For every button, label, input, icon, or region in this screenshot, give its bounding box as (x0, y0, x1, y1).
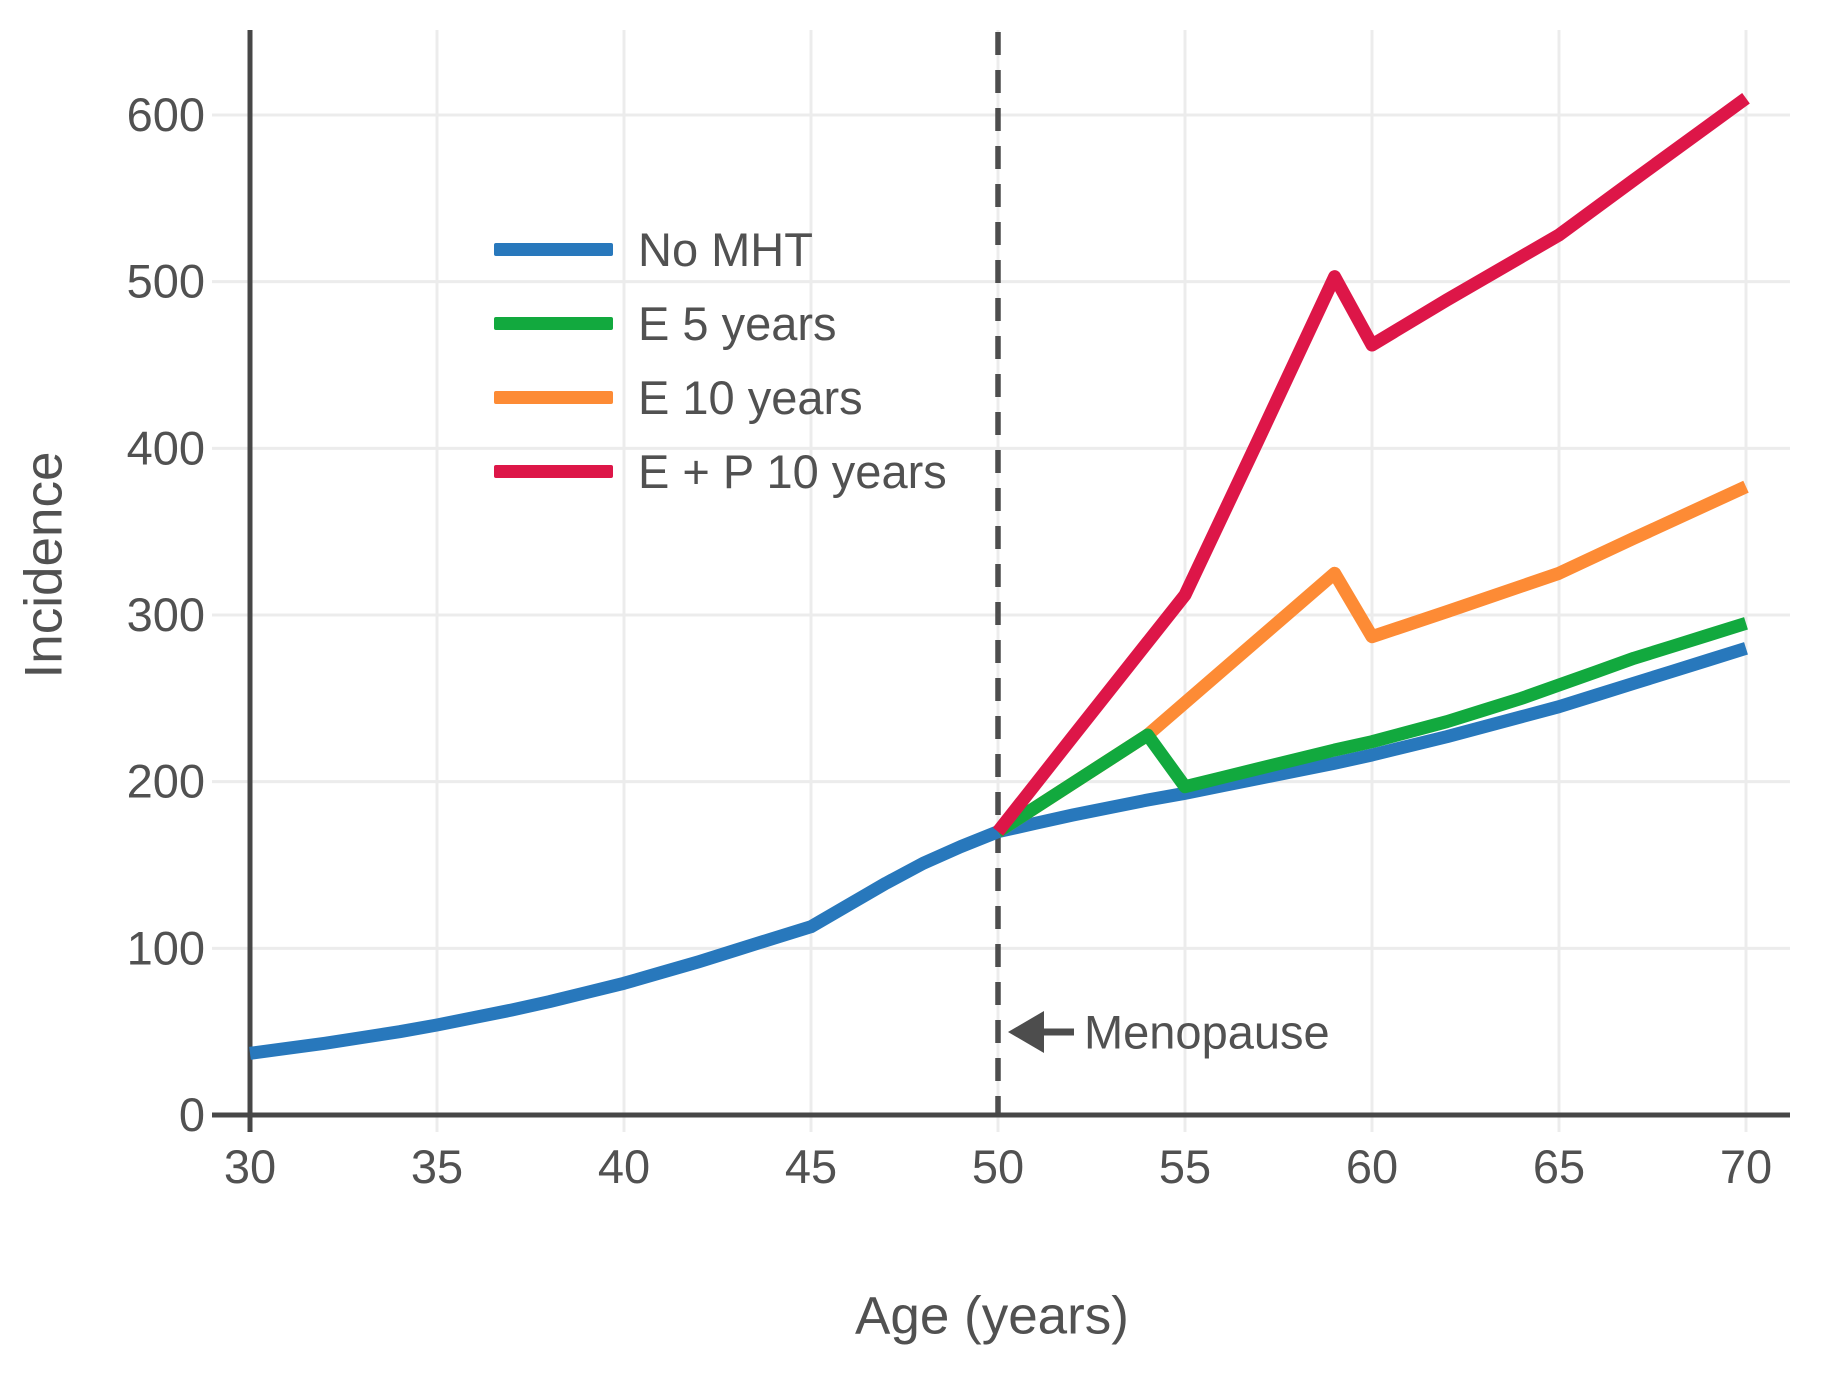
menopause-arrow-icon (1008, 1011, 1074, 1053)
legend-item-no-mht: No MHT (494, 212, 947, 286)
legend-item-e-5-years: E 5 years (494, 286, 947, 360)
svg-text:100: 100 (127, 921, 205, 974)
svg-text:400: 400 (127, 421, 205, 474)
legend-swatch-no-mht (494, 242, 613, 256)
legend-label-e-10-years: E 10 years (638, 370, 863, 424)
legend-label-e-p-10-years: E + P 10 years (638, 444, 947, 498)
svg-text:65: 65 (1533, 1140, 1585, 1193)
svg-text:60: 60 (1346, 1140, 1398, 1193)
svg-text:70: 70 (1720, 1140, 1772, 1193)
legend-label-e-5-years: E 5 years (638, 296, 837, 350)
svg-text:45: 45 (785, 1140, 837, 1193)
legend-swatch-e-p-10-years (494, 464, 613, 478)
legend: No MHT E 5 years E 10 years E + P 10 yea… (494, 212, 947, 508)
menopause-annotation-label: Menopause (1084, 1005, 1330, 1059)
legend-item-e-p-10-years: E + P 10 years (494, 434, 947, 508)
y-axis-title: Incidence (14, 451, 74, 679)
svg-text:300: 300 (127, 588, 205, 641)
x-axis-title: Age (years) (855, 1286, 1129, 1346)
legend-swatch-e-5-years (494, 316, 613, 330)
svg-text:30: 30 (224, 1140, 276, 1193)
svg-text:50: 50 (972, 1140, 1024, 1193)
svg-text:500: 500 (127, 255, 205, 308)
svg-text:55: 55 (1159, 1140, 1211, 1193)
svg-text:600: 600 (127, 88, 205, 141)
svg-text:40: 40 (598, 1140, 650, 1193)
svg-text:0: 0 (179, 1088, 205, 1141)
legend-swatch-e-10-years (494, 390, 613, 404)
svg-text:200: 200 (127, 755, 205, 808)
legend-label-no-mht: No MHT (638, 222, 813, 276)
svg-text:35: 35 (411, 1140, 463, 1193)
legend-item-e-10-years: E 10 years (494, 360, 947, 434)
